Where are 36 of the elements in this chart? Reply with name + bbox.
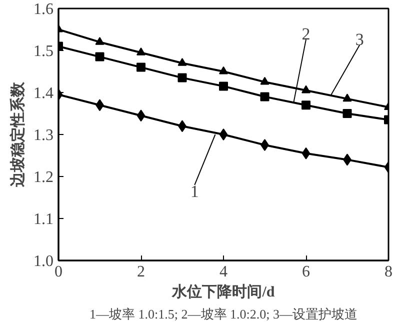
y-tick-label: 1.2 [34, 169, 54, 186]
y-tick-label: 1.4 [34, 85, 54, 102]
point [342, 109, 352, 118]
x-tick-label: 0 [54, 264, 62, 280]
x-tick-label: 6 [302, 264, 310, 280]
text: 1—坡率 1.0:1.5; 2—坡率 1.0:2.0; 3—设置护坡道 [90, 306, 358, 322]
text: 1 [190, 182, 199, 201]
point [136, 62, 146, 72]
point [260, 76, 270, 85]
x-tick-label: 2 [137, 264, 145, 280]
point [178, 58, 187, 66]
x-axis-title: 水位下降时间/d [171, 284, 276, 300]
point [302, 147, 310, 160]
point [260, 139, 269, 151]
y-axis-title: 边坡稳定性系数 [8, 81, 26, 188]
point [342, 94, 352, 102]
y-tick-label: 1.1 [34, 211, 54, 228]
y-tick-label: 1.5 [34, 43, 54, 60]
y-tick-label: 1.0 [34, 253, 54, 270]
text: 2 [302, 24, 310, 44]
point [95, 36, 104, 45]
x-tick-label: 8 [384, 264, 392, 280]
point [302, 85, 310, 94]
point [219, 66, 228, 74]
y-tick-label: 1.3 [34, 127, 54, 144]
point [302, 100, 310, 110]
point [219, 82, 228, 91]
point [95, 52, 104, 62]
text: 3 [355, 30, 364, 50]
point [136, 110, 146, 122]
point [260, 92, 270, 102]
point [219, 128, 228, 140]
y-tick-label: 1.6 [34, 1, 54, 18]
point [178, 73, 187, 82]
point [136, 47, 146, 56]
x-tick-label: 4 [220, 264, 228, 280]
